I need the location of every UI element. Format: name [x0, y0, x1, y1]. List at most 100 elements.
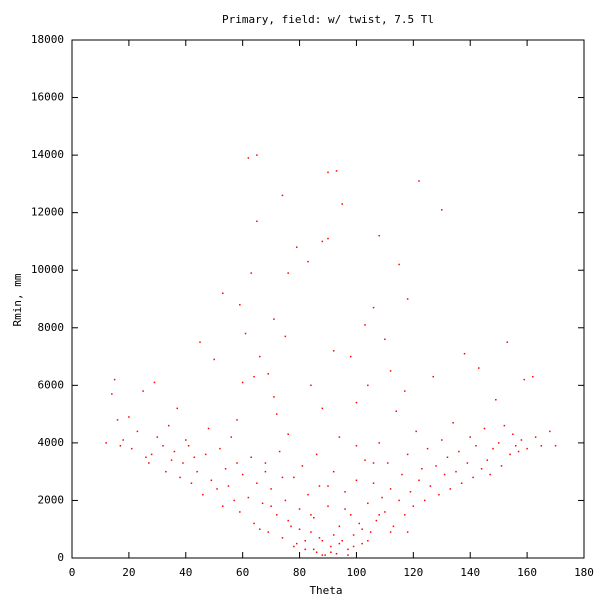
- point: [318, 537, 321, 539]
- point: [372, 482, 375, 484]
- point: [281, 194, 284, 197]
- point: [241, 473, 244, 476]
- point: [384, 511, 386, 513]
- point: [469, 436, 471, 438]
- point: [190, 482, 193, 484]
- point: [276, 413, 278, 415]
- point: [327, 485, 329, 487]
- point: [295, 542, 298, 545]
- point: [503, 424, 506, 427]
- point: [321, 539, 324, 542]
- point: [378, 514, 380, 516]
- point: [372, 462, 375, 464]
- point: [375, 519, 378, 522]
- point: [179, 476, 181, 479]
- point: [423, 499, 426, 502]
- point: [441, 439, 443, 441]
- point: [432, 375, 434, 378]
- point: [264, 470, 267, 473]
- point: [401, 473, 403, 476]
- point: [364, 324, 366, 326]
- point: [500, 465, 503, 467]
- point: [361, 528, 363, 530]
- point: [210, 479, 213, 482]
- point: [367, 502, 369, 505]
- point: [236, 462, 238, 464]
- y-tick-label: 12000: [31, 206, 64, 219]
- point: [267, 373, 270, 375]
- point: [130, 447, 133, 450]
- point: [480, 468, 483, 470]
- point: [315, 551, 318, 553]
- point: [409, 491, 412, 493]
- point: [105, 442, 107, 444]
- point: [358, 522, 361, 525]
- point: [116, 419, 119, 421]
- point: [167, 424, 170, 427]
- point: [458, 450, 460, 453]
- point: [455, 470, 457, 473]
- point: [307, 493, 309, 496]
- point: [361, 542, 363, 545]
- point: [438, 493, 440, 496]
- y-axis-label: Rmin, mm: [11, 273, 24, 326]
- point: [321, 554, 324, 556]
- point: [136, 430, 139, 433]
- point: [187, 445, 190, 447]
- point: [406, 531, 409, 533]
- point: [446, 456, 449, 459]
- point: [295, 246, 298, 248]
- point: [253, 522, 255, 525]
- point: [276, 514, 278, 516]
- point: [196, 470, 198, 473]
- point: [435, 465, 437, 467]
- point: [239, 511, 241, 513]
- point: [327, 237, 329, 240]
- point: [156, 436, 159, 438]
- point: [230, 436, 233, 438]
- point: [344, 491, 346, 493]
- point: [472, 476, 474, 479]
- point: [441, 209, 443, 211]
- point: [173, 450, 176, 453]
- point: [327, 505, 329, 507]
- point: [355, 445, 358, 447]
- point: [258, 355, 261, 358]
- point: [554, 445, 557, 447]
- x-tick-label: 180: [574, 566, 594, 579]
- point: [264, 462, 267, 464]
- point: [270, 505, 272, 507]
- point: [378, 442, 380, 444]
- point: [514, 445, 517, 447]
- y-tick-label: 4000: [38, 436, 65, 449]
- y-tick-label: 18000: [31, 33, 64, 46]
- point: [460, 482, 463, 484]
- x-tick-label: 60: [236, 566, 249, 579]
- point: [122, 439, 124, 441]
- point: [452, 421, 454, 424]
- point: [489, 473, 491, 476]
- point: [204, 453, 207, 456]
- point: [239, 304, 241, 306]
- point: [227, 485, 230, 487]
- point: [290, 525, 292, 528]
- point: [170, 459, 173, 461]
- point: [372, 306, 375, 309]
- point: [520, 439, 523, 441]
- point: [475, 445, 477, 447]
- point: [404, 514, 406, 516]
- point: [256, 154, 258, 156]
- point: [298, 508, 301, 510]
- point: [273, 318, 275, 320]
- point: [384, 338, 386, 341]
- point: [236, 419, 238, 421]
- point: [429, 485, 432, 487]
- y-tick-label: 16000: [31, 91, 64, 104]
- point: [241, 381, 244, 384]
- point: [304, 548, 306, 551]
- point: [216, 488, 218, 490]
- point: [202, 493, 204, 496]
- point: [492, 447, 494, 450]
- point: [113, 378, 116, 381]
